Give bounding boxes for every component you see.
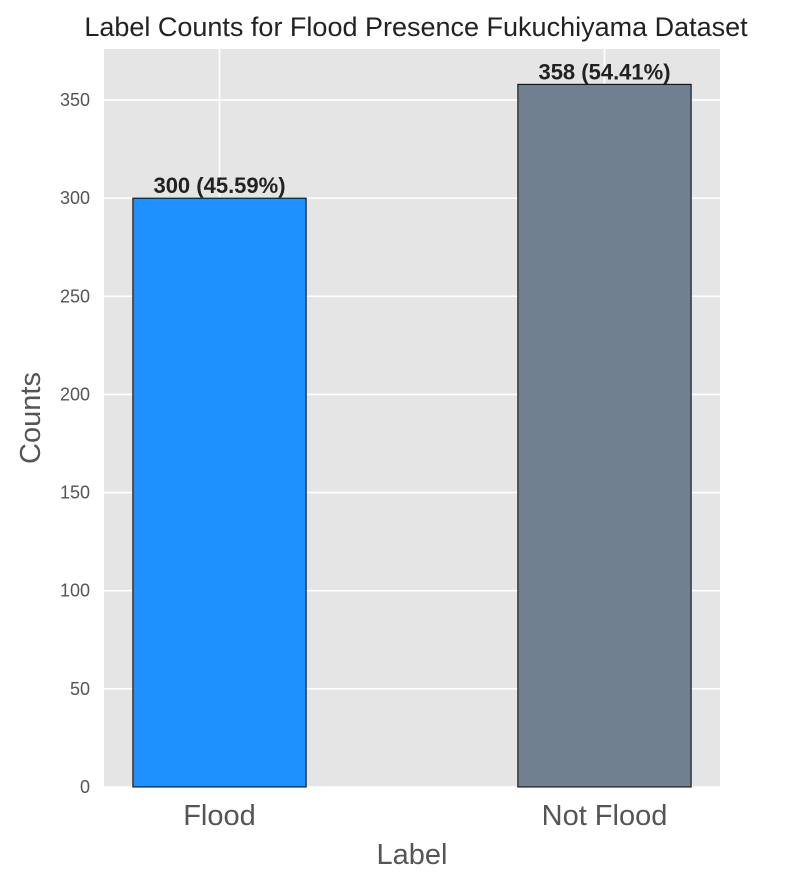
x-axis-ticks: Flood Not Flood (183, 800, 667, 832)
chart-title: Label Counts for Flood Presence Fukuchiy… (84, 12, 748, 42)
bar-value-label: 358 (54.41%) (538, 59, 670, 84)
bar-flood (132, 197, 307, 788)
bar-value-label: 300 (45.59%) (153, 173, 285, 198)
y-tick-label: 0 (80, 777, 90, 797)
y-tick-label: 150 (60, 483, 90, 503)
y-tick-label: 50 (70, 679, 90, 699)
y-tick-label: 100 (60, 581, 90, 601)
x-tick-label: Not Flood (542, 800, 668, 832)
y-axis-label: Counts (15, 372, 47, 464)
y-axis-ticks: 0 50 100 150 200 250 300 350 (60, 90, 90, 797)
x-tick-label: Flood (183, 800, 256, 832)
bar-label-layer: 300 (45.59%) 358 (54.41%) (153, 59, 670, 198)
y-tick-label: 250 (60, 286, 90, 306)
y-tick-label: 300 (60, 188, 90, 208)
x-axis-label: Label (377, 839, 448, 871)
bar-not-flood (517, 83, 692, 788)
y-tick-label: 350 (60, 90, 90, 110)
bar-layer (132, 83, 692, 788)
y-tick-label: 200 (60, 384, 90, 404)
